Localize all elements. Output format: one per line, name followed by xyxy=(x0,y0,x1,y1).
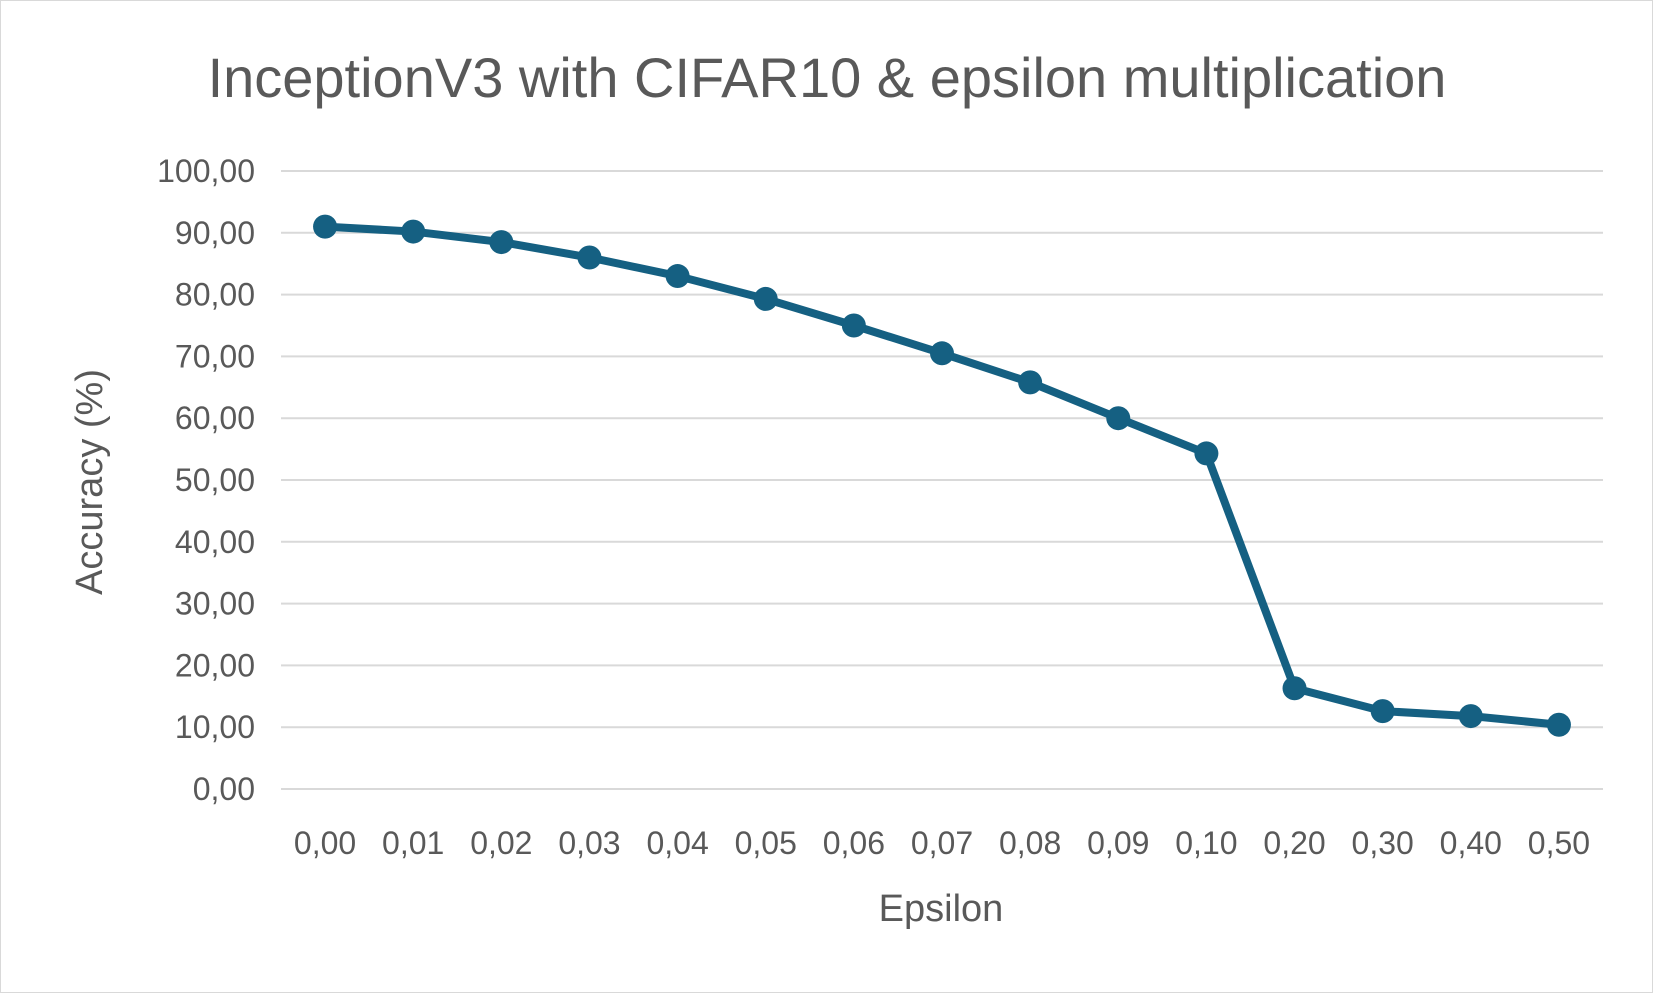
y-tick-label: 0,00 xyxy=(193,771,255,807)
data-point xyxy=(665,264,690,289)
x-axis-title: Epsilon xyxy=(879,888,1004,930)
x-tick-label: 0,05 xyxy=(735,825,797,861)
y-axis-title: Accuracy (%) xyxy=(69,369,111,595)
data-point xyxy=(1458,704,1483,729)
y-tick-label: 90,00 xyxy=(175,215,255,251)
x-tick-label: 0,10 xyxy=(1175,825,1237,861)
data-point xyxy=(1370,699,1395,724)
data-point xyxy=(930,341,954,366)
y-tick-label: 10,00 xyxy=(175,709,255,745)
data-point xyxy=(753,286,778,311)
series-group xyxy=(313,214,1571,737)
data-point xyxy=(577,245,602,270)
x-tick-label: 0,03 xyxy=(558,825,620,861)
chart-title: InceptionV3 with CIFAR10 & epsilon multi… xyxy=(208,46,1447,109)
x-tick-label: 0,07 xyxy=(911,825,973,861)
x-tick-label: 0,40 xyxy=(1440,825,1502,861)
y-tick-label: 40,00 xyxy=(175,524,255,560)
x-tick-label: 0,00 xyxy=(294,825,356,861)
x-tick-label: 0,06 xyxy=(823,825,885,861)
y-tick-label: 30,00 xyxy=(175,586,255,622)
x-tick-label: 0,09 xyxy=(1087,825,1149,861)
x-tick-label: 0,20 xyxy=(1263,825,1325,861)
y-tick-label: 20,00 xyxy=(175,647,255,683)
y-axis-tick-labels: 0,00 10,00 20,00 30,00 40,00 50,00 60,00 70,00 8… xyxy=(157,153,255,807)
x-tick-label: 0,50 xyxy=(1528,825,1590,861)
x-tick-label: 0,08 xyxy=(999,825,1061,861)
x-tick-label: 0,02 xyxy=(470,825,532,861)
data-point xyxy=(313,214,338,239)
x-axis-tick-labels: 0,00 0,01 0,02 0,03 0,04 0,05 0,06 0,07 0,08 0,09… xyxy=(294,825,1590,861)
series-line xyxy=(321,222,1563,729)
data-point xyxy=(1018,370,1043,395)
x-tick-label: 0,01 xyxy=(382,825,444,861)
y-tick-label: 60,00 xyxy=(175,400,255,436)
y-tick-label: 50,00 xyxy=(175,462,255,498)
data-point xyxy=(1106,406,1131,431)
data-point xyxy=(401,219,426,244)
data-point xyxy=(1282,676,1307,701)
y-tick-label: 70,00 xyxy=(175,338,255,374)
data-point xyxy=(841,313,866,338)
gridlines xyxy=(281,170,1603,790)
x-tick-label: 0,30 xyxy=(1352,825,1414,861)
data-point xyxy=(1546,712,1571,737)
data-point xyxy=(489,230,514,255)
y-tick-label: 100,00 xyxy=(157,153,255,189)
data-point xyxy=(1194,441,1219,466)
x-tick-label: 0,04 xyxy=(646,825,708,861)
y-tick-label: 80,00 xyxy=(175,277,255,313)
